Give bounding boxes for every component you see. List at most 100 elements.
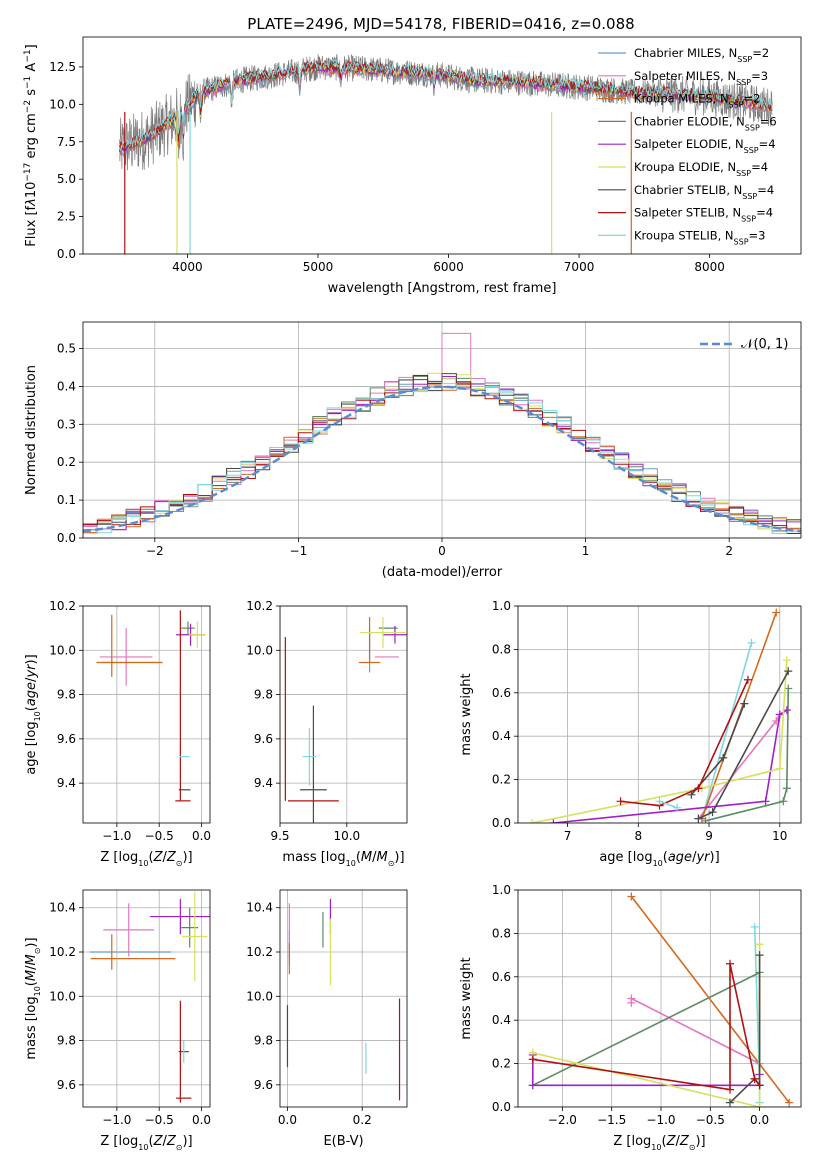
x-axis-label: Z [log10(Z/Z⊙)]: [100, 850, 192, 868]
y-tick-label: 1.0: [492, 599, 511, 613]
x-tick-label: 0.0: [192, 829, 211, 843]
x-tick-label: 4000: [172, 260, 203, 274]
axes-frame: [82, 321, 802, 539]
weight-series: [532, 971, 761, 1087]
y-tick-label: 10.2: [49, 599, 76, 613]
panel-weight_vs_Z: −2.0 −1.5 −1.0 −0.5 0.0 0.0 0.2 0.4 0.6 0.8 1.0 Z […: [459, 883, 802, 1152]
y-tick-label: 2.5: [57, 210, 76, 224]
weight-marker: [755, 940, 764, 949]
x-axis-label: Z [log10(Z/Z⊙)]: [613, 1134, 705, 1152]
weight-marker: [784, 667, 793, 676]
weight-series: [531, 1054, 761, 1087]
y-tick-label: 9.8: [57, 688, 76, 702]
weight-marker: [775, 764, 784, 773]
panel-mass_vs_ebv: 0.0 0.2 9.6 9.8 10.0 10.2 10.4 E(B-V): [246, 889, 408, 1149]
weight-series: [532, 944, 761, 1107]
y-tick-label: 0.2: [492, 1057, 511, 1071]
x-tick-label: 6000: [433, 260, 464, 274]
y-tick-label: 10.0: [49, 97, 76, 111]
legend: Chabrier MILES, NSSP=2 Salpeter MILES, NS…: [598, 46, 777, 246]
x-axis-label: (data-model)/error: [382, 565, 503, 580]
x-tick-label: 9: [705, 829, 713, 843]
y-tick-label: 9.4: [254, 776, 273, 790]
weight-marker: [743, 675, 752, 684]
weight-marker: [775, 710, 784, 719]
y-tick-label: 9.6: [254, 732, 273, 746]
weight-series: [531, 660, 788, 823]
weight-series: [532, 963, 761, 1091]
x-tick-label: −0.5: [145, 829, 174, 843]
plot-area: [83, 890, 210, 1107]
y-tick-label: 10.0: [246, 989, 273, 1003]
legend-label: Kroupa ELODIE, NSSP=4: [634, 160, 768, 178]
weight-series: [553, 709, 788, 823]
x-tick-label: 2: [725, 544, 733, 558]
weight-marker: [772, 608, 781, 617]
y-tick-label: 9.6: [57, 1078, 76, 1092]
legend-label: Kroupa STELIB, NSSP=3: [634, 228, 765, 246]
y-tick-label: 12.5: [49, 60, 76, 74]
data-point: [181, 907, 199, 948]
normal-curve: [83, 385, 801, 533]
y-tick-label: 0.6: [492, 970, 511, 984]
legend-label: Chabrier STELIB, NSSP=4: [634, 183, 774, 201]
weight-series: [659, 800, 678, 809]
legend-label: Salpeter STELIB, NSSP=4: [634, 206, 773, 224]
weight-marker: [708, 808, 717, 817]
plot-area: [518, 606, 801, 823]
axes-frame: [517, 889, 802, 1108]
weight-marker: [701, 816, 710, 823]
x-tick-label: 0.0: [192, 1113, 211, 1127]
data-point: [382, 625, 407, 644]
y-axis-label: mass weight: [459, 673, 474, 755]
y-tick-label: 9.6: [254, 1078, 273, 1092]
weight-marker: [755, 951, 764, 960]
y-tick-label: 10.0: [49, 989, 76, 1003]
weight-marker: [616, 797, 625, 806]
weight-marker: [785, 1098, 794, 1107]
x-tick-label: −2: [146, 544, 164, 558]
plot-area: [280, 606, 407, 823]
x-tick-label: −1.0: [102, 829, 131, 843]
x-tick-label: −0.5: [696, 1113, 725, 1127]
weight-marker: [755, 1081, 764, 1090]
y-tick-label: 10.2: [49, 945, 76, 959]
y-tick-label: 1.0: [492, 883, 511, 897]
panel-spectrum: 4000 5000 6000 7000 8000 0.0 2.5 5.0 7.5 10.0 12.5…: [23, 36, 802, 296]
panel-weight_vs_age: 7 8 9 10 0.0 0.2 0.4 0.6 0.8 1.0 age [log10(age/yr…: [459, 599, 802, 868]
panel-age_vs_mass: 9.5 10.0 9.4 9.6 9.8 10.0 10.2 mass [log10(M/M⊙…: [246, 599, 408, 868]
weight-marker: [528, 1055, 537, 1064]
plots-container: 4000 5000 6000 7000 80000.02.55.07.510.012.5…: [23, 36, 802, 1152]
weight-marker: [627, 994, 636, 1003]
x-tick-label: 0: [438, 544, 446, 558]
weight-series: [630, 997, 760, 1065]
weight-marker: [740, 699, 749, 708]
x-tick-label: 5000: [303, 260, 334, 274]
histogram-series: [83, 383, 801, 538]
x-tick-label: −2.0: [548, 1113, 577, 1127]
y-tick-label: 0.6: [492, 686, 511, 700]
weight-marker: [755, 1103, 764, 1107]
data-point: [360, 617, 406, 649]
y-tick-label: 10.0: [49, 643, 76, 657]
x-tick-label: −1.0: [646, 1113, 675, 1127]
x-tick-label: 0.0: [278, 1113, 297, 1127]
y-axis-label: mass [log10(M/M⊙)]: [24, 937, 42, 1059]
axes-frame: [82, 889, 211, 1108]
plot-area: [280, 890, 407, 1107]
y-tick-label: 5.0: [57, 172, 76, 186]
weight-series: [705, 688, 790, 822]
data-point: [99, 628, 153, 686]
axes-frame: [279, 889, 408, 1108]
weight-marker: [750, 1074, 759, 1083]
y-axis-label: Normed distribution: [24, 365, 39, 495]
legend-label: 𝒩(0, 1): [741, 337, 788, 352]
y-axis-label: age [log10(age/yr)]: [24, 654, 42, 774]
y-tick-label: 0.2: [492, 773, 511, 787]
data-point: [182, 892, 208, 981]
x-tick-label: −1.0: [102, 1113, 131, 1127]
plot-area: [119, 53, 773, 254]
x-axis-label: E(B-V): [323, 1134, 363, 1149]
y-tick-label: 0.8: [492, 926, 511, 940]
